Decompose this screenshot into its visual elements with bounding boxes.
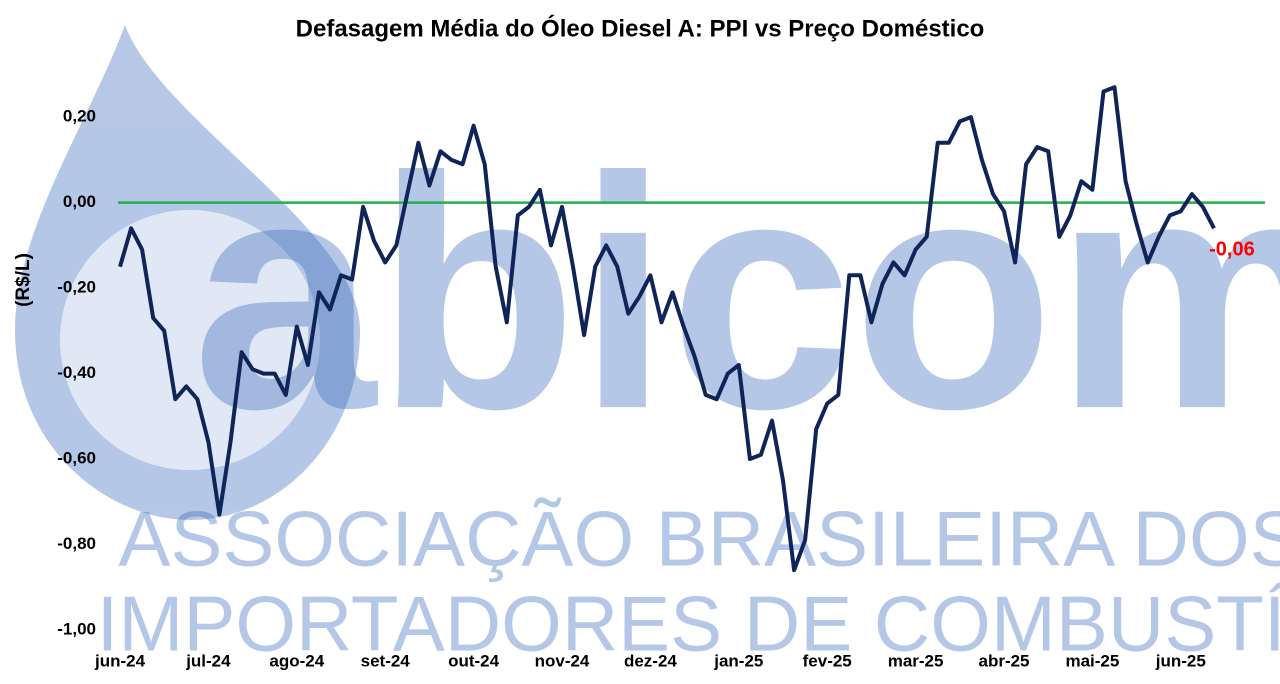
- x-tick-label: fev-25: [803, 651, 852, 670]
- x-tick-label: abr-25: [978, 651, 1029, 670]
- y-tick-label: 0,00: [63, 192, 96, 211]
- chart-title: Defasagem Média do Óleo Diesel A: PPI vs…: [296, 14, 985, 42]
- x-tick-label: jun-25: [1155, 651, 1206, 670]
- watermark-text: IMPORTADORES DE COMBUSTÍVEIS: [97, 580, 1280, 668]
- series-line: [118, 85, 1216, 573]
- watermark-text: abicom: [192, 108, 1280, 477]
- x-tick-label: out-24: [448, 651, 500, 670]
- x-tick-label: set-24: [361, 651, 411, 670]
- y-tick-label: -0,80: [57, 534, 96, 553]
- y-tick-label: -0,20: [57, 278, 96, 297]
- x-tick-label: jun-24: [94, 651, 146, 670]
- x-tick-label: mar-25: [888, 651, 944, 670]
- watermark-globe: [60, 210, 320, 470]
- x-tick-label: jul-24: [185, 651, 231, 670]
- x-tick-label: ago-24: [269, 651, 324, 670]
- y-tick-label: -1,00: [57, 619, 96, 638]
- y-tick-label: 0,20: [63, 107, 96, 126]
- x-tick-label: nov-24: [535, 651, 590, 670]
- y-tick-label: -0,60: [57, 449, 96, 468]
- watermark-group: [15, 25, 360, 520]
- x-tick-label: dez-24: [624, 651, 677, 670]
- x-tick-label: jan-25: [713, 651, 763, 670]
- y-axis-title: (R$/L): [13, 253, 34, 307]
- watermark-drop: [15, 25, 360, 520]
- end-label: -0,06: [1209, 239, 1255, 261]
- y-tick-label: -0,40: [57, 363, 96, 382]
- x-tick-label: mai-25: [1065, 651, 1119, 670]
- watermark-text: ASSOCIAÇÃO BRASILEIRA DOS: [118, 495, 1280, 583]
